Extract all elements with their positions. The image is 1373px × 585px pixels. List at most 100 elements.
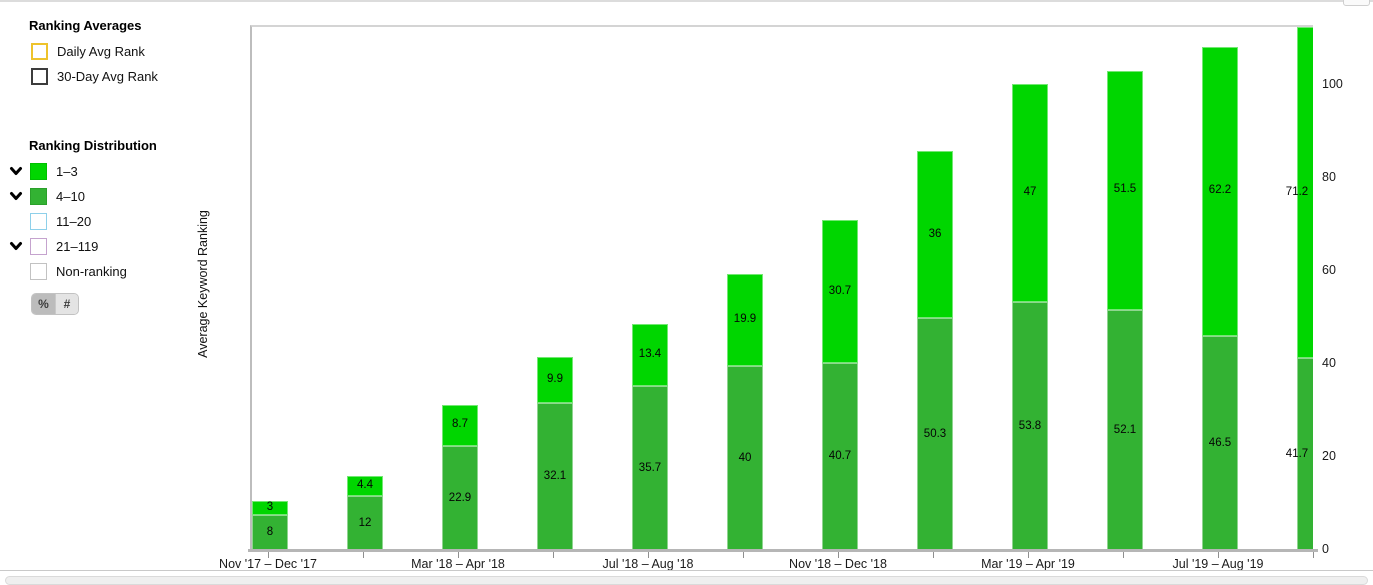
- bottom-divider: [0, 570, 1373, 571]
- bar-segment-value: 47: [1023, 185, 1037, 198]
- distribution-swatch[interactable]: [30, 262, 47, 280]
- x-axis-label: Mar '19 – Apr '19: [981, 557, 1075, 571]
- chevron-down-icon[interactable]: [8, 164, 23, 179]
- bar-segment-1-3[interactable]: [1012, 83, 1048, 303]
- distribution-label: 21–119: [56, 238, 99, 254]
- distribution-swatch[interactable]: [30, 187, 47, 205]
- x-axis-tick: [648, 552, 649, 558]
- expander-spacer: [8, 214, 23, 229]
- ranking-distribution-title: Ranking Distribution: [29, 138, 157, 153]
- bar-segment-value: 36: [928, 227, 942, 240]
- chevron-down-icon[interactable]: [8, 239, 23, 254]
- bar-segment-1-3[interactable]: [1297, 27, 1313, 359]
- bar-segment-value: 51.5: [1113, 183, 1137, 196]
- horizontal-scrollbar[interactable]: [5, 576, 1368, 585]
- distribution-swatch[interactable]: [30, 237, 47, 255]
- bar-segment-4-10[interactable]: [1012, 302, 1048, 550]
- bar-segment-value: 40.7: [828, 450, 852, 463]
- ranking-distribution-item[interactable]: 11–20: [8, 211, 91, 231]
- x-axis-tick: [933, 552, 934, 558]
- distribution-label: 4–10: [56, 188, 85, 204]
- y-axis-tick-label: 20: [1322, 449, 1336, 464]
- y-axis-tick-label: 0: [1322, 542, 1329, 556]
- bar-segment-1-3[interactable]: [537, 356, 573, 403]
- bar-segment-value: 40: [738, 452, 752, 465]
- bar-segment-4-10[interactable]: [252, 514, 288, 550]
- distribution-swatch[interactable]: [30, 212, 47, 230]
- average-label: Daily Avg Rank: [57, 43, 145, 59]
- panel-top-border: [0, 0, 1373, 2]
- bar-segment-1-3[interactable]: [347, 475, 383, 497]
- x-axis-tick: [268, 552, 269, 558]
- y-axis-tick-label: 60: [1322, 263, 1336, 278]
- unit-toggle-group[interactable]: % #: [31, 293, 79, 315]
- partial-button-top-right[interactable]: [1343, 0, 1370, 6]
- x-axis-tick: [363, 552, 364, 558]
- distribution-label: 11–20: [56, 213, 92, 229]
- bar-segment-value: 62.2: [1208, 184, 1232, 197]
- y-axis-title: Average Keyword Ranking: [196, 210, 210, 358]
- bar-segment-4-10[interactable]: [347, 496, 383, 550]
- bar-segment-value: 19.9: [733, 312, 757, 325]
- x-axis-tick: [1313, 552, 1314, 558]
- bar-segment-1-3[interactable]: [252, 500, 288, 515]
- x-axis-tick: [743, 552, 744, 558]
- count-toggle-button[interactable]: #: [55, 294, 78, 314]
- average-checkbox[interactable]: [31, 42, 48, 60]
- ranking-distribution-item[interactable]: 4–10: [8, 186, 85, 206]
- bar-segment-1-3[interactable]: [632, 323, 668, 387]
- bar-segment-4-10[interactable]: [442, 445, 478, 550]
- x-axis-label: Nov '18 – Dec '18: [789, 557, 887, 571]
- ranking-distribution-item[interactable]: Non-ranking: [8, 261, 127, 281]
- bar-segment-4-10[interactable]: [727, 366, 763, 550]
- x-axis-label: Jul '18 – Aug '18: [602, 557, 694, 571]
- bar-segment-4-10[interactable]: [632, 386, 668, 550]
- x-axis-tick: [1028, 552, 1029, 558]
- bar-segment-1-3[interactable]: [822, 220, 858, 363]
- x-axis-tick: [838, 552, 839, 558]
- bar-segment-1-3[interactable]: [1202, 46, 1238, 336]
- plot-area: 8 3 12 4.4 22.9 8.7 32.1 9.9 35.7 13.4 40 19.9 40.7 3…: [250, 25, 1313, 550]
- bar-segment-value: 13.4: [638, 348, 662, 360]
- x-axis-tick: [458, 552, 459, 558]
- bar-segment-value: 3: [266, 500, 274, 513]
- ranking-average-item[interactable]: 30-Day Avg Rank: [31, 66, 158, 86]
- x-axis-label: Mar '18 – Apr '18: [411, 557, 505, 571]
- bar-segment-4-10[interactable]: [1107, 309, 1143, 550]
- x-axis-tick: [553, 552, 554, 558]
- bar-segment-4-10[interactable]: [822, 362, 858, 550]
- bar-segment-value: 71.2: [1285, 185, 1309, 198]
- x-axis-tick: [1218, 552, 1219, 558]
- bar-segment-value: 8.7: [452, 418, 468, 431]
- bar-segment-4-10[interactable]: [537, 402, 573, 550]
- distribution-label: Non-ranking: [56, 263, 127, 279]
- bar-segment-value: 53.8: [1018, 420, 1042, 433]
- ranking-average-item[interactable]: Daily Avg Rank: [31, 41, 145, 61]
- bar-segment-value: 4.4: [357, 479, 373, 492]
- expander-spacer: [8, 264, 23, 279]
- ranking-distribution-item[interactable]: 21–119: [8, 236, 98, 256]
- bar-segment-1-3[interactable]: [1107, 70, 1143, 310]
- bar-segment-4-10[interactable]: [1297, 358, 1313, 550]
- distribution-swatch[interactable]: [30, 162, 47, 180]
- bar-segment-value: 50.3: [923, 428, 947, 441]
- distribution-label: 1–3: [56, 163, 78, 179]
- bar-segment-value: 22.9: [448, 491, 472, 504]
- bar-segment-4-10[interactable]: [917, 318, 953, 550]
- bar-segment-value: 8: [266, 526, 274, 539]
- bar-segment-4-10[interactable]: [1202, 335, 1238, 550]
- average-checkbox[interactable]: [31, 67, 48, 85]
- bar-segment-1-3[interactable]: [727, 273, 763, 367]
- y-axis-tick-label: 100: [1322, 77, 1343, 92]
- bar-segment-value: 52.1: [1113, 423, 1137, 436]
- chevron-down-icon[interactable]: [8, 189, 23, 204]
- bar-segment-value: 30.7: [828, 284, 852, 297]
- bar-segment-1-3[interactable]: [442, 405, 478, 446]
- bar-segment-1-3[interactable]: [917, 151, 953, 319]
- bar-segment-value: 46.5: [1208, 436, 1232, 449]
- ranking-distribution-item[interactable]: 1–3: [8, 161, 78, 181]
- bar-segment-value: 41.7: [1285, 448, 1309, 461]
- percent-toggle-button[interactable]: %: [32, 294, 55, 314]
- bar-segment-value: 32.1: [543, 470, 567, 483]
